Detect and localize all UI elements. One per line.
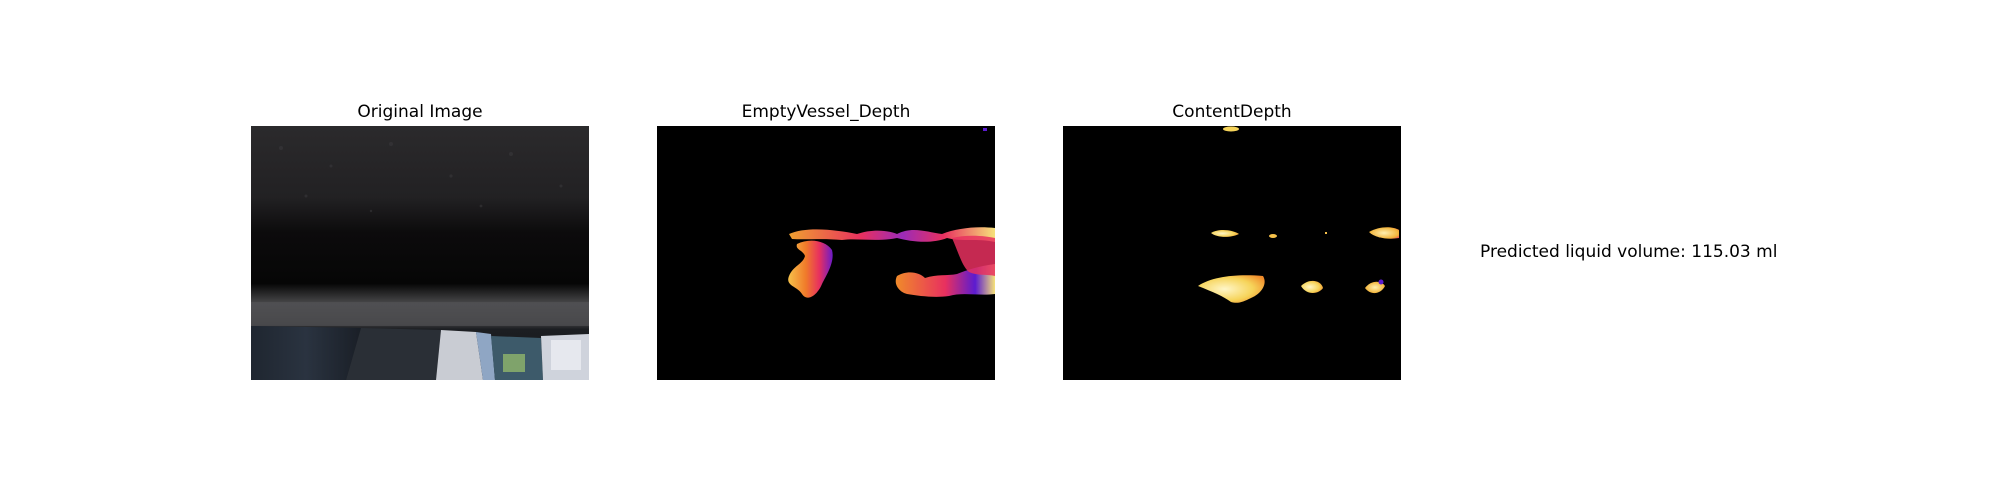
- predicted-volume-text: Predicted liquid volume: 115.03 ml: [1480, 242, 1778, 262]
- content-depth-title: ContentDepth: [1172, 102, 1292, 122]
- empty-vessel-depth-map: [657, 126, 995, 380]
- original-photo: [251, 126, 589, 380]
- content-depth-plot: [1063, 126, 1401, 380]
- empty-vessel-depth-plot: [657, 126, 995, 380]
- original-image: [251, 126, 589, 380]
- content-depth-map: [1063, 126, 1401, 380]
- original-image-title: Original Image: [357, 102, 483, 122]
- empty-vessel-depth-title: EmptyVessel_Depth: [741, 102, 911, 122]
